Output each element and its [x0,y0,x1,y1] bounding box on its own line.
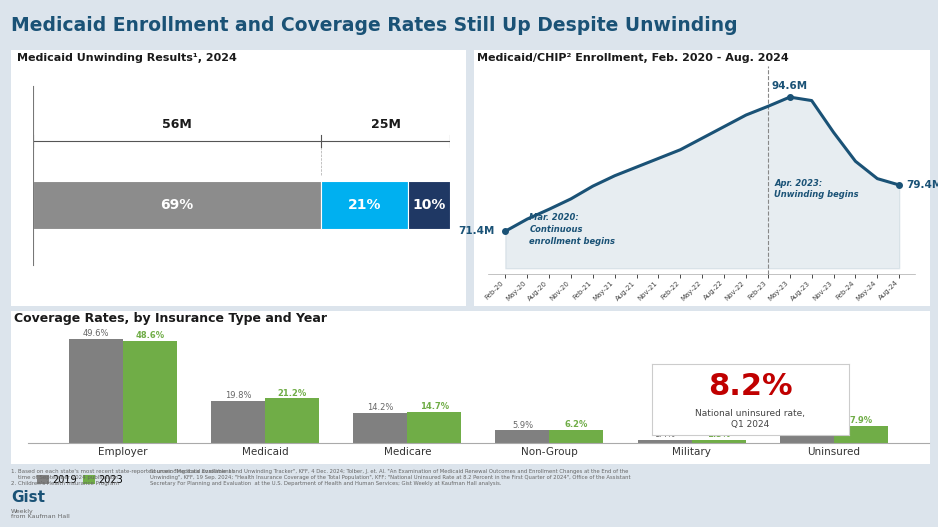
Text: 6.2%: 6.2% [565,420,588,429]
Bar [550,430,603,443]
Text: 14.7%: 14.7% [420,402,449,411]
Bar [638,440,691,443]
Text: Medicaid/CHIP² Enrollment, Feb. 2020 - Aug. 2024: Medicaid/CHIP² Enrollment, Feb. 2020 - A… [477,53,788,63]
Bar [211,401,265,443]
Bar [33,168,450,182]
Text: Apr. 2023:
Unwinding begins: Apr. 2023: Unwinding begins [775,179,859,199]
Text: Medicaid Unwinding Results¹, 2024: Medicaid Unwinding Results¹, 2024 [17,53,236,63]
Text: 7.9%: 7.9% [849,416,872,425]
Text: 21%: 21% [348,198,382,212]
Bar [69,339,123,443]
Text: Medicaid Enrollment and Coverage Rates Still Up Despite Unwinding: Medicaid Enrollment and Coverage Rates S… [11,16,738,35]
Text: 1. Based on each state's most recent state-reported unwinding data available at
: 1. Based on each state's most recent sta… [11,469,234,485]
Text: 10%: 10% [413,198,446,212]
Bar [265,398,319,443]
Text: 48.6%: 48.6% [135,331,165,340]
Bar [354,413,407,443]
Text: Gist: Gist [11,490,45,505]
Text: 94.6M: 94.6M [772,81,808,91]
Bar [834,426,887,443]
Bar [495,431,550,443]
Bar [33,181,321,229]
Text: Coverage Rates, by Insurance Type and Year: Coverage Rates, by Insurance Type and Ye… [14,312,327,325]
Text: 19.8%: 19.8% [225,392,251,401]
Text: National uninsured rate,
Q1 2024: National uninsured rate, Q1 2024 [695,409,806,429]
Text: 79.4M: 79.4M [906,180,938,190]
Text: 71.4M: 71.4M [458,226,494,236]
Text: 49.6%: 49.6% [83,329,110,338]
Bar [691,440,746,443]
Bar [407,412,461,443]
Text: 25M: 25M [371,119,401,131]
Text: Weekly
from Kaufman Hall: Weekly from Kaufman Hall [11,509,70,519]
Text: 1.4%: 1.4% [654,430,675,439]
Text: 8.2%: 8.2% [708,372,793,401]
Text: 1.3%: 1.3% [707,430,730,439]
Bar [123,341,177,443]
Text: 9.2%: 9.2% [796,414,817,423]
Text: Mar. 2020:
Continuous
enrollment begins: Mar. 2020: Continuous enrollment begins [529,213,615,246]
Text: Sources: "Medicaid Enrollment and Unwinding Tracker", KFF, 4 Dec. 2024; Tolber, : Sources: "Medicaid Enrollment and Unwind… [150,469,630,485]
Text: 14.2%: 14.2% [367,403,394,412]
Bar [409,181,450,229]
Text: 21.2%: 21.2% [278,388,307,397]
Legend: 2019, 2023: 2019, 2023 [33,471,127,489]
Text: 5.9%: 5.9% [512,421,533,430]
Text: 69%: 69% [160,198,193,212]
Legend: Renewed, Disenrolled, procedural, Disenrolled, determined ineligible: Renewed, Disenrolled, procedural, Disenr… [33,378,365,394]
Text: 56M: 56M [162,119,191,131]
Bar [321,181,409,229]
Bar [779,424,834,443]
